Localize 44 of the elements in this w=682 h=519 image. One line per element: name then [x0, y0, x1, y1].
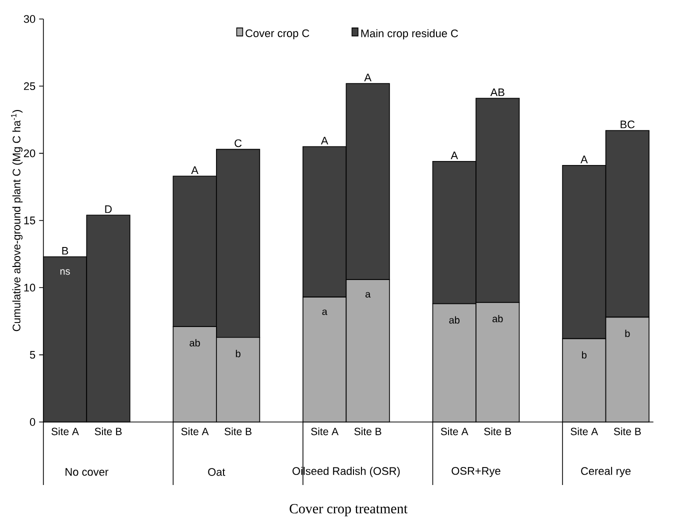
x-tick-label: Site A — [311, 428, 339, 436]
data-label: b — [625, 330, 630, 338]
y-axis-title: Cumulative above-ground plant C (Mg C ha$^{-1}$) — [11, 110, 23, 332]
data-label: AB — [490, 88, 504, 96]
data-label: C — [234, 139, 242, 148]
data-label: A — [191, 166, 198, 174]
data-label: ab — [190, 339, 200, 346]
x-tick-label: Site B — [224, 428, 252, 436]
x-tick-label: Site B — [94, 428, 122, 436]
legend-label: Main crop residue C — [361, 29, 458, 40]
x-tick-label: Site A — [181, 428, 209, 436]
x-tick-label: Site A — [570, 428, 598, 436]
data-label: a — [365, 292, 371, 298]
y-tick-label: 20 — [24, 149, 36, 158]
y-tick-label: 30 — [24, 15, 36, 23]
data-label: ab — [449, 316, 460, 324]
data-label: A — [320, 136, 328, 144]
text: No cover — [66, 468, 108, 476]
text: Oat — [208, 468, 226, 476]
y-tick-label: 5 — [30, 351, 36, 359]
y-tick-label: 10 — [24, 284, 36, 292]
legend-label: Cover crop C — [246, 29, 310, 40]
data-label: A — [364, 74, 372, 82]
x-tick-label: Site B — [484, 428, 512, 436]
x-axis-title: Cover crop treatment — [290, 504, 408, 516]
y-tick-label: 15 — [24, 216, 36, 224]
data-label: BC — [620, 120, 635, 128]
data-label: b — [582, 351, 587, 359]
data-label: ab — [492, 314, 503, 322]
data-label: A — [450, 152, 458, 160]
x-tick-label: Site A — [440, 428, 468, 436]
data-label: D — [105, 205, 112, 213]
y-tick-label: 0 — [30, 418, 36, 426]
data-label: A — [580, 156, 588, 164]
data-label: b — [236, 350, 240, 358]
x-tick-label: Site A — [52, 428, 79, 436]
data-label: a — [322, 310, 328, 316]
y-tick-label: 25 — [24, 82, 36, 90]
text: OSR+Rye — [452, 467, 500, 477]
data-label: B — [62, 247, 68, 255]
data-label: ns — [60, 269, 70, 275]
text: Cereal rye — [581, 466, 631, 478]
x-tick-label: Site B — [614, 428, 641, 436]
x-tick-label: Site B — [354, 428, 382, 436]
